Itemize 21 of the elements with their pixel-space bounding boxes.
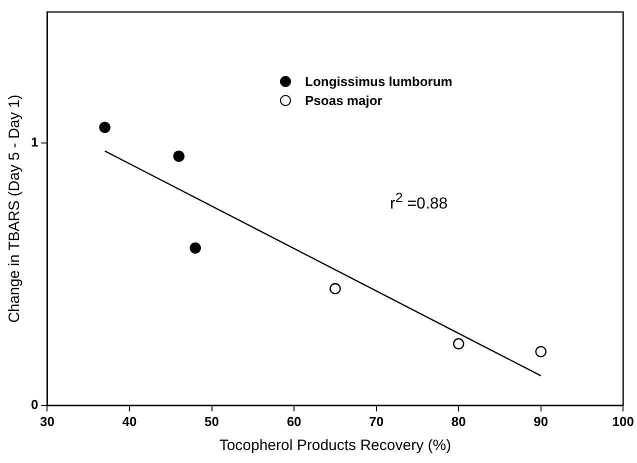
x-tick-label: 60 — [286, 414, 302, 429]
point — [452, 338, 464, 350]
x-tick-label: 40 — [122, 414, 137, 429]
x-tick-label: 90 — [534, 414, 548, 429]
x-tick-label: 70 — [369, 414, 384, 429]
y-tick-label: 1 — [30, 134, 38, 150]
point — [190, 242, 201, 254]
x-tick-label: 50 — [204, 414, 220, 429]
x-tick-label: 100 — [612, 414, 634, 429]
point — [330, 283, 341, 294]
legend-label: Psoas major — [305, 93, 382, 108]
x-tick-label: 80 — [451, 414, 466, 429]
point — [173, 150, 185, 162]
legend-label: Longissimus lumborum — [305, 74, 452, 89]
point — [99, 122, 110, 134]
y-axis-title: Change in TBARS (Day 5 - Day 1) — [6, 94, 24, 323]
annotation: r$^{2}$ =0.88 — [390, 190, 448, 214]
x-tick-label: 30 — [40, 414, 54, 429]
point — [535, 346, 547, 358]
y-tick-label: 0 — [30, 396, 38, 412]
x-axis-title: Tocopherol Products Recovery (%) — [219, 437, 452, 454]
